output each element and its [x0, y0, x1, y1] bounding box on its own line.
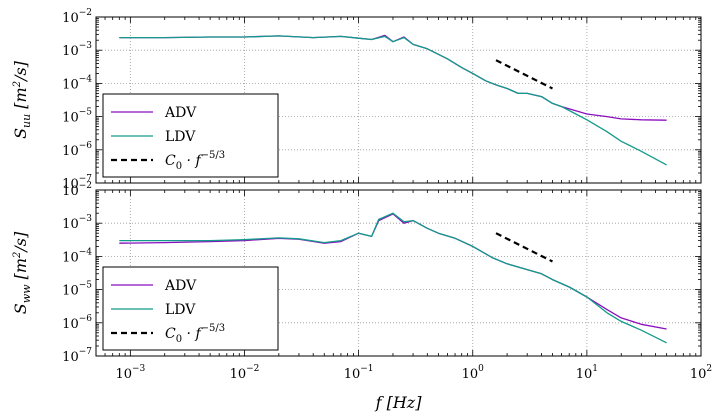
legend-label: C0 · f−5/3	[165, 323, 225, 345]
y-tick-label: 10−5	[62, 281, 92, 299]
panel-top: 10−7 10−6 10−5 10−4 10−3 10−2 Suu [m2/s] ADV LDV…	[11, 8, 702, 192]
y-tick-label: 10−7	[62, 174, 92, 192]
legend-label: LDV	[165, 129, 196, 145]
legend: ADV LDV C0 · f−5/3	[102, 93, 279, 178]
y-tick-label: 10−6	[62, 141, 92, 159]
y-tick-label: 10−3	[62, 214, 92, 232]
series-line-reference	[495, 59, 553, 90]
legend-label: C0 · f−5/3	[165, 150, 225, 172]
legend-label: LDV	[165, 302, 196, 318]
x-tick-label: 10−1	[344, 364, 374, 382]
x-tick-label: 10−2	[230, 364, 260, 382]
panel-bottom: 10−7 10−6 10−5 10−4 10−3 10−2 10−3 10−2 10−1 100 1…	[11, 181, 712, 412]
x-tick-label: 101	[576, 364, 598, 382]
legend-label: ADV	[164, 105, 197, 121]
plot-area	[119, 212, 667, 344]
series-line-ldv	[119, 35, 667, 166]
series-line-reference	[495, 232, 553, 263]
x-tick-label: 10−3	[115, 364, 145, 382]
y-tick-label: 10−4	[62, 74, 92, 92]
y-axis-label: Suu [m2/s]	[11, 60, 33, 139]
series-line-ldv	[119, 212, 667, 344]
y-axis-label: Sww [m2/s]	[11, 231, 33, 314]
plot-frame	[95, 16, 702, 184]
y-tick-label: 10−3	[62, 41, 92, 59]
y-tick-label: 10−6	[62, 314, 92, 332]
y-tick-label: 10−2	[62, 8, 92, 26]
legend: ADV LDV C0 · f−5/3	[102, 266, 279, 351]
x-tick-label: 100	[462, 364, 485, 382]
y-tick-label: 10−7	[62, 347, 92, 365]
plot-area	[119, 34, 667, 166]
x-tick-label: 102	[690, 364, 712, 382]
plot-frame	[95, 189, 702, 357]
y-tick-label: 10−5	[62, 108, 92, 126]
legend-label: ADV	[164, 278, 197, 294]
y-tick-label: 10−2	[62, 181, 92, 199]
x-axis-label: f [Hz]	[375, 393, 423, 412]
y-tick-label: 10−4	[62, 247, 92, 265]
